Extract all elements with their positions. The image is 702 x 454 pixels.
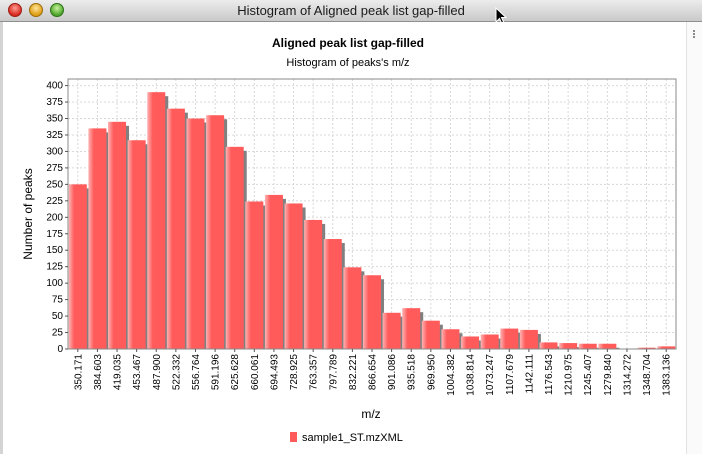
- x-tick-label: 1176.543: [544, 354, 555, 395]
- x-axis: 350.171 384.603 419.035 453.467 487.900 522.3…: [73, 349, 673, 396]
- histogram-bar: [539, 342, 558, 349]
- y-tick-label: 225: [46, 196, 63, 207]
- histogram-bar: [578, 343, 597, 349]
- chart-legend: sample1_ST.mzXML: [290, 432, 403, 444]
- y-tick-label: 350: [46, 114, 63, 125]
- y-tick-label: 275: [46, 163, 63, 174]
- x-tick-label: 556.764: [191, 354, 202, 391]
- histogram-bar: [382, 312, 401, 349]
- histogram-bar: [461, 336, 480, 349]
- y-tick-label: 175: [46, 229, 63, 240]
- y-tick-label: 200: [46, 212, 63, 223]
- histogram-bar: [68, 184, 87, 349]
- window-titlebar: Histogram of Aligned peak list gap-fille…: [0, 0, 702, 25]
- x-tick-label: 1210.975: [564, 354, 575, 396]
- y-tick-label: 400: [46, 81, 63, 92]
- histogram-chart: Aligned peak list gap-filled Histogram o…: [21, 36, 677, 444]
- y-tick-label: 300: [46, 146, 63, 157]
- x-tick-label: 1314.272: [622, 354, 633, 396]
- x-tick-label: 797.789: [328, 354, 339, 391]
- histogram-bar: [88, 128, 107, 349]
- scrollbar-grip-icon: [693, 30, 695, 38]
- x-tick-label: 487.900: [152, 354, 163, 391]
- x-tick-label: 453.467: [132, 354, 143, 391]
- legend-label: sample1_ST.mzXML: [302, 432, 403, 444]
- histogram-bar: [323, 239, 342, 349]
- y-tick-label: 0: [57, 344, 63, 355]
- histogram-bar: [519, 329, 538, 349]
- histogram-bar: [127, 140, 146, 349]
- histogram-bar: [637, 347, 656, 349]
- y-tick-label: 250: [46, 179, 63, 190]
- histogram-bar: [304, 219, 323, 349]
- x-tick-label: 728.925: [289, 354, 300, 391]
- histogram-bar: [225, 146, 244, 349]
- histogram-bar: [264, 194, 283, 349]
- y-tick-label: 50: [52, 311, 64, 322]
- histogram-bar: [559, 343, 578, 349]
- x-tick-label: 901.086: [387, 354, 398, 391]
- x-tick-label: 384.603: [93, 354, 104, 391]
- y-tick-label: 150: [46, 245, 63, 256]
- x-tick-label: 1279.840: [603, 354, 614, 396]
- x-tick-label: 522.332: [171, 354, 182, 391]
- chart-subtitle: Histogram of peaks's m/z: [286, 57, 409, 69]
- window-title: Histogram of Aligned peak list gap-fille…: [237, 3, 465, 18]
- histogram-bar: [362, 275, 382, 349]
- y-axis-label: Number of peaks: [21, 168, 35, 259]
- x-tick-label: 1142.111: [524, 354, 535, 394]
- y-tick-label: 75: [52, 295, 64, 306]
- histogram-bar: [343, 267, 362, 349]
- histogram-bar: [500, 328, 519, 349]
- x-axis-label: m/z: [361, 407, 380, 421]
- histogram-bar: [245, 201, 264, 349]
- y-tick-label: 25: [52, 328, 64, 339]
- vertical-scrollbar[interactable]: [686, 22, 702, 454]
- x-tick-label: 625.628: [230, 354, 241, 391]
- chart-bars: [68, 92, 676, 350]
- x-tick-label: 1383.136: [662, 354, 673, 396]
- histogram-bar: [206, 115, 225, 349]
- histogram-bar: [108, 121, 127, 350]
- histogram-bar: [480, 334, 499, 349]
- minimize-window-button[interactable]: [29, 3, 43, 17]
- chart-title: Aligned peak list gap-filled: [272, 36, 424, 50]
- histogram-bar: [421, 320, 440, 349]
- x-tick-label: 419.035: [113, 354, 124, 391]
- close-window-button[interactable]: [8, 3, 22, 17]
- histogram-bar: [284, 203, 303, 349]
- y-tick-label: 125: [46, 262, 63, 273]
- x-tick-label: 694.493: [269, 354, 280, 391]
- x-tick-label: 660.061: [250, 354, 261, 391]
- y-tick-label: 100: [46, 278, 63, 289]
- y-axis: 0 25 50 75 100 125 150 175 200 225 250 275 300 325 350…: [46, 81, 68, 355]
- y-tick-label: 375: [46, 97, 63, 108]
- x-tick-label: 591.196: [211, 354, 222, 391]
- histogram-bar: [598, 343, 617, 349]
- x-tick-label: 969.950: [426, 354, 437, 391]
- x-tick-label: 832.221: [348, 354, 359, 391]
- histogram-bar: [441, 329, 460, 349]
- x-tick-label: 1348.704: [642, 354, 653, 396]
- y-tick-label: 325: [46, 130, 63, 141]
- x-tick-label: 1004.382: [446, 354, 457, 396]
- histogram-bar: [186, 118, 205, 349]
- x-tick-label: 866.654: [368, 354, 379, 391]
- legend-swatch: [290, 432, 297, 442]
- x-tick-label: 1073.247: [485, 354, 496, 396]
- x-tick-label: 350.171: [73, 354, 84, 391]
- x-tick-label: 935.518: [407, 354, 418, 391]
- x-tick-label: 1245.407: [583, 354, 594, 396]
- x-tick-label: 763.357: [309, 354, 320, 391]
- window-left-border: [0, 22, 3, 454]
- x-tick-label: 1107.679: [505, 354, 516, 395]
- histogram-bar: [402, 308, 421, 349]
- x-tick-label: 1038.814: [466, 354, 477, 396]
- histogram-bar: [166, 108, 185, 349]
- zoom-window-button[interactable]: [50, 3, 64, 17]
- histogram-bar: [147, 92, 166, 350]
- histogram-bar: [657, 346, 676, 349]
